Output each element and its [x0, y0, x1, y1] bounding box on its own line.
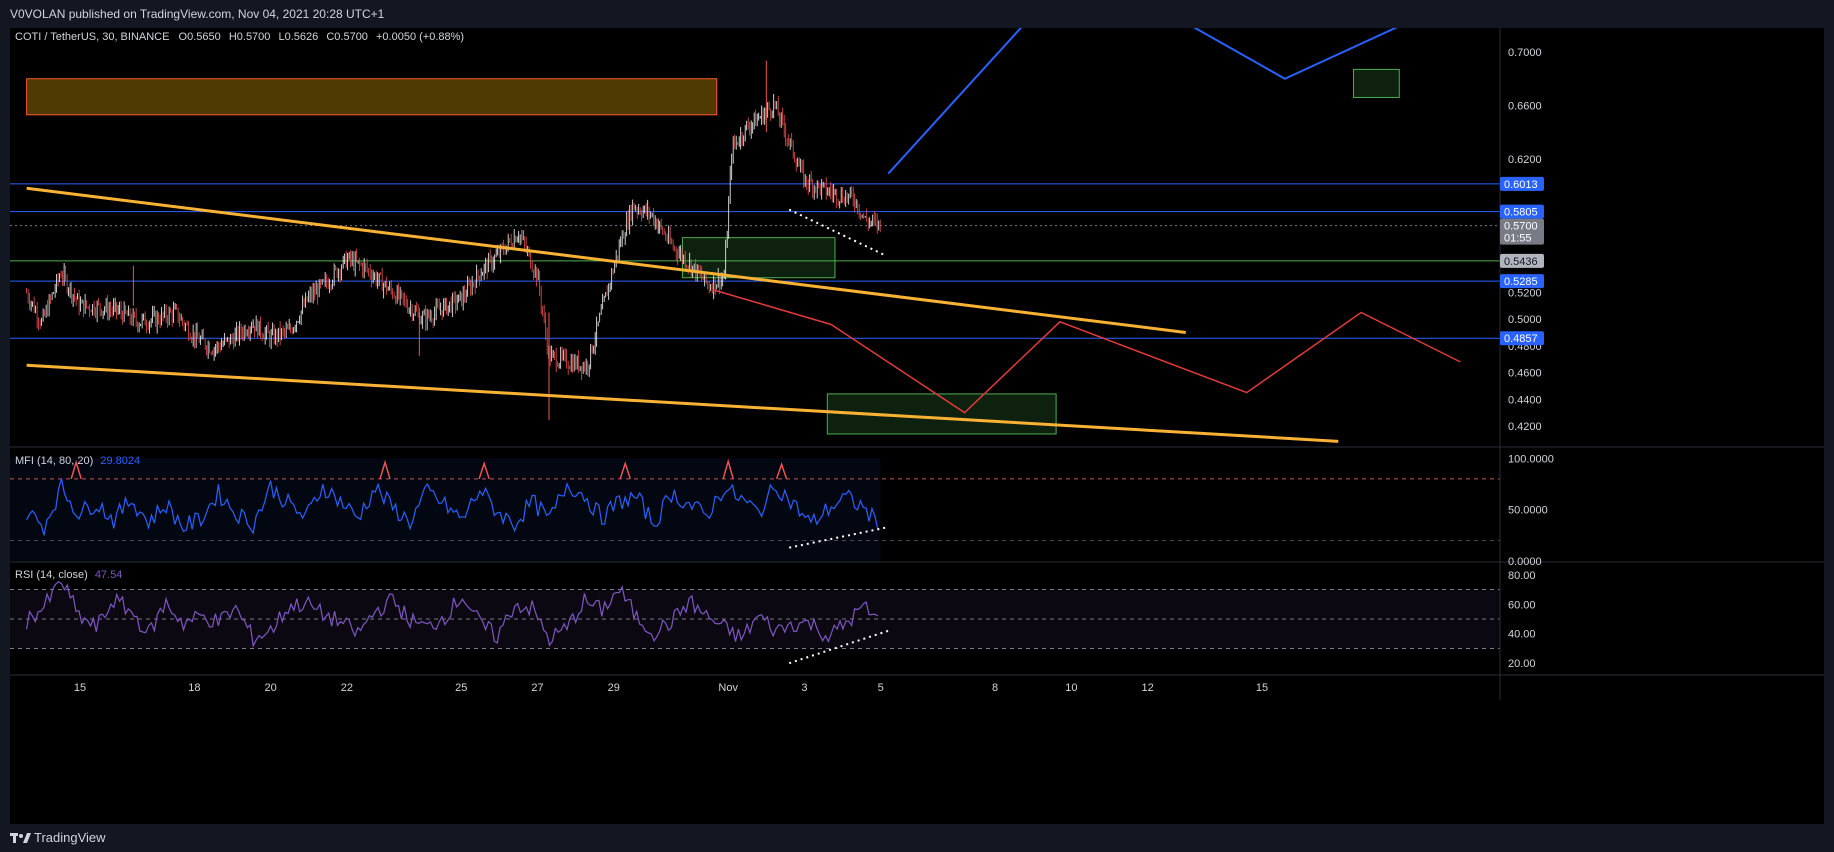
mfi-value: 29.8024	[100, 455, 140, 467]
price-badge-text: 0.5700	[1504, 221, 1538, 233]
chart-overlay	[10, 28, 1824, 700]
low-label: L	[278, 31, 284, 43]
x-tick-label: 12	[1141, 682, 1153, 694]
x-tick-label: 5	[878, 682, 884, 694]
trend-line	[26, 186, 1186, 334]
close-label: C	[326, 31, 334, 43]
mfi-line	[26, 478, 879, 536]
publisher-header: V0VOLAN published on TradingView.com, No…	[0, 0, 1834, 28]
x-tick-label: 8	[992, 682, 998, 694]
rsi-label: RSI (14, close)	[15, 569, 88, 581]
x-tick-label: 22	[341, 682, 353, 694]
divergence-line	[788, 526, 889, 549]
zone-rect	[26, 78, 718, 116]
x-tick-label: Nov	[718, 682, 738, 694]
price-badge-text: 0.6013	[1504, 179, 1538, 191]
symbol-name: COTI / TetherUS, 30, BINANCE	[15, 31, 169, 43]
price-badge-countdown: 01:55	[1504, 233, 1532, 245]
mfi-tick-label: 100.0000	[1508, 453, 1554, 465]
price-tick-label: 0.5000	[1508, 314, 1542, 326]
mfi-overbought-spike	[775, 462, 788, 480]
x-tick-label: 15	[1256, 682, 1268, 694]
change-value: +0.0050 (+0.88%)	[376, 31, 464, 43]
mfi-overbought-spike	[379, 459, 391, 480]
mfi-overbought-spike	[619, 460, 631, 480]
rsi-tick-label: 20.00	[1508, 658, 1536, 670]
mfi-overbought-spike	[478, 460, 490, 480]
price-tick-label: 0.5200	[1508, 287, 1542, 299]
price-badge-bg	[1500, 274, 1544, 289]
high-label: H	[229, 31, 237, 43]
rsi-line	[26, 580, 879, 648]
price-tick-label: 0.4600	[1508, 368, 1542, 380]
close-value: 0.5700	[334, 31, 368, 43]
tradingview-logo-icon	[10, 833, 31, 843]
rsi-value: 47.54	[95, 569, 123, 581]
rsi-pane[interactable]	[10, 580, 1500, 665]
mfi-pane[interactable]	[10, 458, 1500, 561]
rsi-tick-label: 80.00	[1508, 570, 1536, 582]
price-tick-label: 0.6200	[1508, 154, 1542, 166]
chart-svg[interactable]: 15 18 20 22 25 27 29 Nov 3 5 8 10 12 15 0.7000 0.6600 0.…	[10, 28, 1824, 824]
chart-frame[interactable]: 15 18 20 22 25 27 29 Nov 3 5 8 10 12 15 0.7000 0.6600 0.…	[10, 28, 1824, 824]
price-tick-label: 0.7000	[1508, 47, 1542, 59]
price-badge: 0.4857	[1500, 331, 1544, 346]
zone-rect	[1353, 68, 1400, 98]
x-tick-label: 3	[801, 682, 807, 694]
price-badge-bg	[1500, 176, 1544, 191]
rsi-tick-label: 40.00	[1508, 629, 1536, 641]
price-badge: 0.5285	[1500, 274, 1544, 289]
trend-line	[712, 289, 1461, 414]
price-badge: 0.5436	[1500, 253, 1544, 268]
symbol-legend: COTI / TetherUS, 30, BINANCE O0.5650 H0.…	[15, 31, 464, 43]
axes[interactable]: 15 18 20 22 25 27 29 Nov 3 5 8 10 12 15 0.7000 0.6600 0.…	[74, 47, 1554, 694]
x-tick-label: 27	[531, 682, 543, 694]
mfi-overbought-spike	[70, 459, 82, 480]
zone-rect	[681, 237, 836, 279]
rsi-legend: RSI (14, close) 47.54	[15, 569, 122, 581]
mfi-background	[10, 458, 881, 561]
price-pane[interactable]	[10, 28, 1500, 443]
price-tick-label: 0.4200	[1508, 421, 1542, 433]
open-label: O	[179, 31, 188, 43]
x-tick-label: 29	[608, 682, 620, 694]
trend-line	[26, 363, 1339, 443]
x-tick-label: 10	[1065, 682, 1077, 694]
mfi-legend: MFI (14, 80, 20) 29.8024	[15, 455, 140, 467]
price-badge-text: 0.5436	[1504, 256, 1538, 268]
mfi-tick-label: 0.0000	[1508, 556, 1542, 568]
x-tick-label: 20	[265, 682, 277, 694]
price-badge-bg	[1500, 253, 1544, 268]
price-badge-bg	[1500, 204, 1544, 219]
price-badge-text: 0.5285	[1504, 276, 1538, 288]
high-value: 0.5700	[237, 31, 271, 43]
price-badge-bg	[1500, 331, 1544, 346]
mfi-tick-label: 50.0000	[1508, 505, 1548, 517]
open-value: 0.5650	[187, 31, 221, 43]
footer-brand: TradingView	[34, 830, 106, 845]
mfi-overbought-spike	[722, 458, 734, 480]
price-badge-text: 0.5805	[1504, 207, 1538, 219]
price-tick-label: 0.4400	[1508, 394, 1542, 406]
chart-background	[10, 28, 1824, 824]
price-badge-text: 0.4857	[1504, 333, 1538, 345]
price-badge-bg	[1500, 218, 1544, 245]
price-badge: 0.6013	[1500, 176, 1544, 191]
trend-line	[887, 28, 1023, 175]
low-value: 0.5626	[285, 31, 319, 43]
price-tick-label: 0.6600	[1508, 100, 1542, 112]
price-badge: 0.5805	[1500, 204, 1544, 219]
x-tick-label: 25	[455, 682, 467, 694]
x-tick-label: 18	[188, 682, 200, 694]
x-tick-label: 15	[74, 682, 86, 694]
trend-line	[1193, 28, 1398, 80]
rsi-tick-label: 60.00	[1508, 599, 1536, 611]
footer: TradingView	[0, 824, 1834, 852]
mfi-label: MFI (14, 80, 20)	[15, 455, 93, 467]
